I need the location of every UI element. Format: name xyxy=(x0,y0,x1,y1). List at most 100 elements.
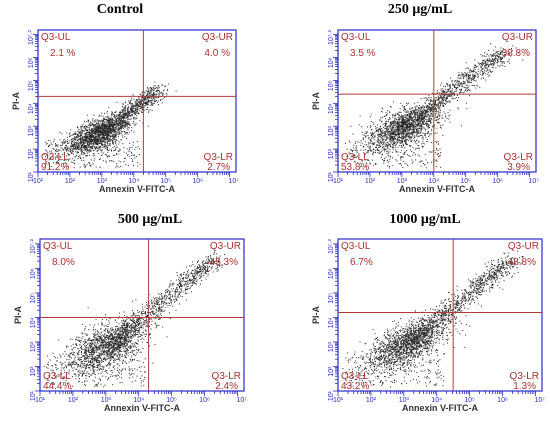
quadrant-ur-name: Q3-UR xyxy=(508,241,539,252)
y-tick-label: 10¹ xyxy=(328,171,335,182)
quadrant-ur-percent: 38.8% xyxy=(502,48,530,59)
event-dots xyxy=(43,81,177,169)
quadrant-ur-name: Q3-UR xyxy=(502,32,533,43)
quadrant-lr-percent: 2.4% xyxy=(215,381,238,392)
y-tick-label: 10⁶ xyxy=(328,57,335,68)
quadrant-ur-percent: 48.8% xyxy=(508,257,536,268)
y-tick-label: 10⁷·² xyxy=(328,29,335,45)
y-tick-label: 10² xyxy=(30,366,37,377)
quadrant-ul-percent: 2.1 % xyxy=(50,48,76,59)
flow-plot-control: 10¹ 10² 10³ 10⁴ 10⁵ 10⁶ 10⁷·² 10¹ 10² 10³ 10⁴ 10⁵ 10… xyxy=(11,29,240,194)
quadrant-ur-percent: 45.3% xyxy=(210,257,238,268)
plot-frame xyxy=(337,29,537,173)
y-tick-label: 10³ xyxy=(28,126,35,137)
quadrant-ul-percent: 3.5 % xyxy=(350,48,376,59)
x-axis-title: Annexin V-FITC-A xyxy=(104,403,180,413)
x-tick-label: 10⁷·² xyxy=(529,178,540,185)
x-tick-label: 10⁴ xyxy=(133,397,144,404)
x-tick-label: 10⁶ xyxy=(497,397,508,404)
x-tick-label: 10² xyxy=(365,178,376,185)
quadrant-ur-name: Q3-UR xyxy=(210,241,241,252)
panel-title-control: Control xyxy=(96,2,144,17)
plot-frame xyxy=(39,238,245,392)
x-tick-label: 10⁷·² xyxy=(229,178,240,185)
x-tick-label: 10¹ xyxy=(35,397,46,404)
y-tick-label: 10³ xyxy=(30,341,37,352)
event-dots xyxy=(344,43,526,171)
y-axis-title: PI-A xyxy=(311,91,321,110)
quadrant-lr-percent: 2.7% xyxy=(207,162,230,173)
flow-plot-1000: 10¹ 10² 10³ 10⁴ 10⁵ 10⁶ 10⁷·² 10¹ 10² 10³ 10⁴ 10⁵ 10… xyxy=(311,238,546,413)
y-tick-label: 10³ xyxy=(328,126,335,137)
x-tick-label: 10² xyxy=(366,397,377,404)
y-tick-label: 10⁴ xyxy=(28,103,35,114)
flow-plot-250: 10¹ 10² 10³ 10⁴ 10⁵ 10⁶ 10⁷·² 10¹ 10² 10³ 10⁴ 10⁵ 10… xyxy=(311,29,540,194)
y-axis-title: PI-A xyxy=(13,305,23,324)
y-tick-label: 10⁵ xyxy=(328,293,335,304)
x-tick-label: 10⁵ xyxy=(464,397,475,404)
x-tick-label: 10³ xyxy=(97,178,108,185)
x-tick-label: 10⁴ xyxy=(128,178,139,185)
y-tick-label: 10⁷·² xyxy=(328,238,335,254)
y-tick-label: 10³ xyxy=(328,341,335,352)
y-tick-label: 10⁵ xyxy=(28,80,35,91)
quadrant-lr-name: Q3-LR xyxy=(212,371,241,382)
y-axis-title: PI-A xyxy=(11,91,21,110)
x-tick-label: 10¹ xyxy=(33,178,44,185)
y-tick-label: 10⁶ xyxy=(30,268,37,279)
x-tick-label: 10⁷·² xyxy=(535,397,546,404)
y-tick-label: 10² xyxy=(328,366,335,377)
panel-title-1000: 1000 μg/mL xyxy=(389,212,461,227)
panel-title-500: 500 μg/mL xyxy=(117,212,183,227)
y-axis-title: PI-A xyxy=(311,305,321,324)
y-tick-label: 10⁷·² xyxy=(28,29,35,45)
event-dots xyxy=(43,251,225,390)
quadrant-ul-percent: 6.7% xyxy=(350,257,373,268)
quadrant-lr-percent: 3.9% xyxy=(507,162,530,173)
x-tick-label: 10⁴ xyxy=(431,397,442,404)
quadrant-ul-name: Q3-UL xyxy=(341,241,371,252)
y-tick-label: 10⁶ xyxy=(328,268,335,279)
x-axis-title: Annexin V-FITC-A xyxy=(399,184,475,194)
quadrant-ll-percent: 44.4% xyxy=(43,381,71,392)
quadrant-ll-name: Q3-LL xyxy=(341,371,369,382)
quadrant-ul-name: Q3-UL xyxy=(41,32,71,43)
quadrant-ur-percent: 4.0 % xyxy=(204,48,230,59)
x-axis-title: Annexin V-FITC-A xyxy=(402,403,478,413)
panel-title-250: 250 μg/mL xyxy=(387,2,453,17)
quadrant-lr-name: Q3-LR xyxy=(510,371,539,382)
x-tick-label: 10² xyxy=(68,397,79,404)
y-tick-label: 10⁶ xyxy=(28,57,35,68)
y-tick-label: 10⁷·² xyxy=(30,238,37,254)
x-tick-label: 10¹ xyxy=(333,397,344,404)
x-tick-label: 10⁵ xyxy=(460,178,471,185)
x-tick-label: 10⁶ xyxy=(492,178,503,185)
y-tick-label: 10² xyxy=(328,148,335,159)
y-tick-label: 10⁴ xyxy=(30,317,37,328)
y-tick-label: 10⁵ xyxy=(328,80,335,91)
x-axis-title: Annexin V-FITC-A xyxy=(99,184,175,194)
y-tick-label: 10⁴ xyxy=(328,103,335,114)
quadrant-lr-name: Q3-LR xyxy=(204,152,233,163)
x-tick-label: 10³ xyxy=(399,397,410,404)
x-tick-label: 10³ xyxy=(101,397,112,404)
plot-frame xyxy=(337,238,543,392)
y-tick-label: 10¹ xyxy=(328,390,335,401)
y-tick-label: 10⁴ xyxy=(328,317,335,328)
flow-plot-500: 10¹ 10² 10³ 10⁴ 10⁵ 10⁶ 10⁷·² 10¹ 10² 10³ 10⁴ 10⁵ 10… xyxy=(13,238,248,413)
quadrant-ll-percent: 53.8% xyxy=(341,162,369,173)
x-tick-label: 10³ xyxy=(397,178,408,185)
x-tick-label: 10¹ xyxy=(333,178,344,185)
quadrant-lr-name: Q3-LR xyxy=(504,152,533,163)
quadrant-lr-percent: 1.3% xyxy=(513,381,536,392)
x-tick-label: 10⁵ xyxy=(166,397,177,404)
x-tick-label: 10⁶ xyxy=(192,178,203,185)
x-tick-label: 10⁶ xyxy=(199,397,210,404)
event-dots xyxy=(342,250,524,388)
x-tick-label: 10⁷·² xyxy=(237,397,248,404)
x-tick-label: 10⁵ xyxy=(160,178,171,185)
quadrant-ll-name: Q3-LL xyxy=(41,152,69,163)
quadrant-ll-name: Q3-LL xyxy=(43,371,71,382)
quadrant-ul-name: Q3-UL xyxy=(341,32,371,43)
quadrant-ll-percent: 91.2% xyxy=(41,162,69,173)
